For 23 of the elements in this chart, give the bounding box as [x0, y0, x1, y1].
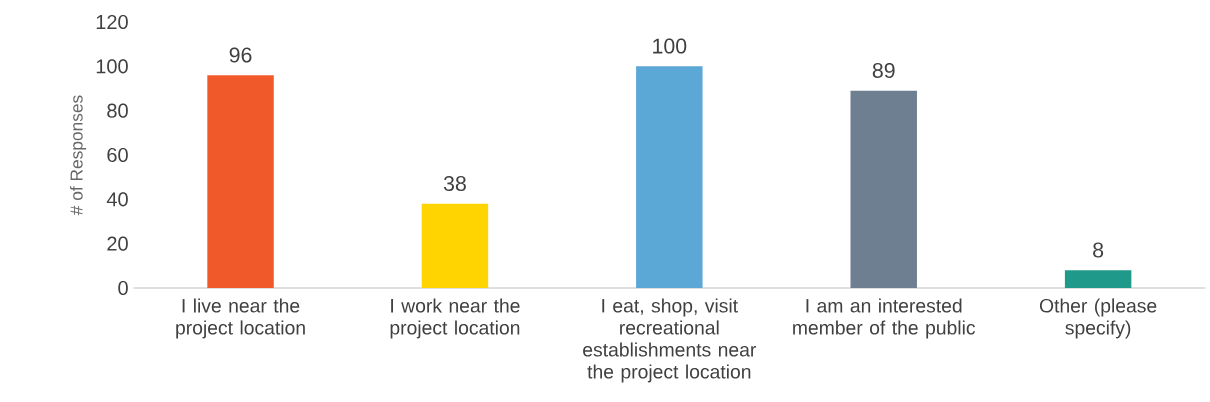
- x-tick-label: I eat, shop, visit recreational establishments near the project location: [583, 298, 757, 383]
- y-tick-label: 40: [106, 192, 128, 207]
- bar: [421, 203, 489, 288]
- data-label: 96: [229, 47, 252, 63]
- y-tick-label: 120: [96, 14, 128, 30]
- bar: [850, 90, 917, 288]
- data-label: 100: [653, 38, 687, 54]
- bar: [207, 75, 274, 288]
- bar: [636, 66, 703, 288]
- y-tick-label: 100: [96, 59, 128, 74]
- x-tick-label: I work near the project location: [390, 298, 520, 339]
- y-tick-label: 20: [107, 236, 128, 251]
- data-label: 89: [872, 62, 895, 78]
- data-label: 38: [443, 175, 466, 192]
- x-tick-label: I live near the project location: [176, 298, 305, 339]
- x-tick-label: I am an interested member of the public: [793, 298, 976, 339]
- y-axis-title: # of Responses: [69, 95, 87, 216]
- bar: [1064, 270, 1132, 288]
- y-tick-label: 0: [118, 280, 128, 296]
- x-tick-label: Other (please specify): [1039, 298, 1157, 339]
- data-label: 8: [1093, 242, 1104, 258]
- y-tick-label: 80: [107, 103, 128, 118]
- y-tick-label: 60: [107, 147, 128, 163]
